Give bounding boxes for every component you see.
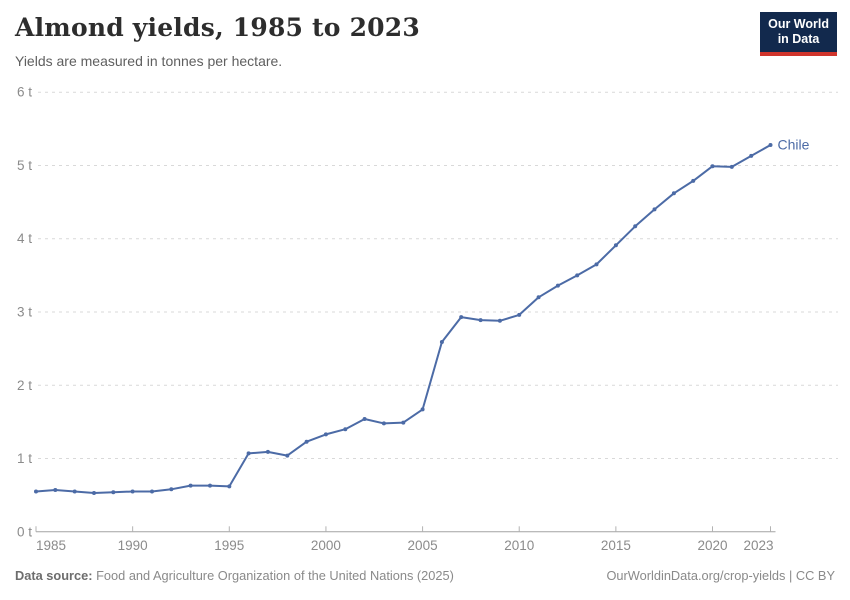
entity-label-chile[interactable]: Chile [778, 136, 810, 152]
data-point[interactable] [304, 439, 309, 444]
y-axis-label: 2 t [17, 378, 32, 393]
x-axis-label: 2015 [601, 538, 631, 553]
y-axis-label: 3 t [17, 305, 32, 320]
page-title: Almond yields, 1985 to 2023 [15, 13, 420, 42]
x-axis-label: 1985 [36, 538, 66, 553]
data-point[interactable] [92, 491, 96, 495]
data-point[interactable] [555, 283, 560, 288]
data-point[interactable] [594, 262, 599, 267]
data-point[interactable] [710, 164, 715, 169]
data-point[interactable] [285, 453, 290, 458]
y-axis-label: 1 t [17, 451, 32, 466]
data-point[interactable] [439, 340, 444, 344]
data-point[interactable] [497, 318, 502, 323]
line-chart-area[interactable]: 0 t 1 t 2 t 3 t 4 t 5 t 6 t 1985 1990 1995 2000 200… [0, 80, 850, 560]
data-point[interactable] [671, 191, 676, 196]
data-point[interactable] [613, 243, 618, 248]
y-axis-label: 4 t [17, 231, 32, 246]
x-axis-label: 2000 [311, 538, 341, 553]
owid-logo-line2: in Data [777, 32, 820, 46]
data-point[interactable] [362, 417, 367, 421]
series-line-chile[interactable] [35, 144, 772, 494]
data-point[interactable] [729, 164, 734, 169]
data-point[interactable] [53, 488, 58, 492]
data-point[interactable] [575, 273, 580, 278]
x-axis-label: 2010 [504, 538, 534, 553]
data-point[interactable] [188, 483, 193, 488]
x-axis-label: 1995 [214, 538, 244, 553]
data-source-label: Data source: [15, 568, 93, 583]
data-point[interactable] [111, 490, 116, 495]
x-axis-label: 1990 [118, 538, 148, 553]
data-point[interactable] [323, 432, 328, 437]
data-point[interactable] [768, 143, 773, 147]
owid-logo-line1: Our World [768, 17, 829, 31]
data-point[interactable] [536, 295, 541, 300]
y-axis-label: 6 t [17, 85, 32, 100]
x-axis-label: 2023 [743, 538, 773, 553]
data-point[interactable] [401, 420, 406, 425]
data-source-text: Food and Agriculture Organization of the… [96, 568, 454, 583]
chart-footer: Data source: Food and Agriculture Organi… [0, 568, 850, 583]
data-point[interactable] [459, 315, 464, 320]
data-point[interactable] [265, 449, 270, 454]
x-axis-label: 2020 [697, 538, 727, 553]
chart-subtitle: Yields are measured in tonnes per hectar… [15, 53, 283, 69]
data-point[interactable] [169, 487, 174, 492]
data-point[interactable] [652, 207, 657, 212]
data-point[interactable] [130, 489, 135, 494]
data-point[interactable] [381, 421, 386, 426]
data-point[interactable] [478, 318, 483, 323]
y-axis-label: 5 t [17, 158, 32, 173]
data-point[interactable] [227, 484, 232, 489]
x-axis-label: 2005 [408, 538, 438, 553]
data-point[interactable] [633, 224, 638, 229]
data-point[interactable] [517, 312, 522, 317]
data-point[interactable] [246, 451, 251, 456]
data-point[interactable] [420, 407, 425, 412]
data-point[interactable] [749, 153, 754, 158]
data-point[interactable] [34, 489, 38, 494]
data-point[interactable] [208, 483, 212, 488]
footer-license-link[interactable]: OurWorldinData.org/crop-yields | CC BY [606, 568, 835, 583]
data-point[interactable] [72, 489, 77, 494]
data-point[interactable] [691, 178, 696, 183]
line-chart-canvas[interactable]: 0 t 1 t 2 t 3 t 4 t 5 t 6 t 1985 1990 1995 2000 200… [0, 80, 850, 560]
data-source: Data source: Food and Agriculture Organi… [15, 568, 454, 583]
y-axis-label: 0 t [17, 524, 32, 539]
data-point[interactable] [150, 489, 154, 494]
owid-logo[interactable]: Our World in Data [760, 12, 837, 56]
data-point[interactable] [343, 427, 348, 432]
